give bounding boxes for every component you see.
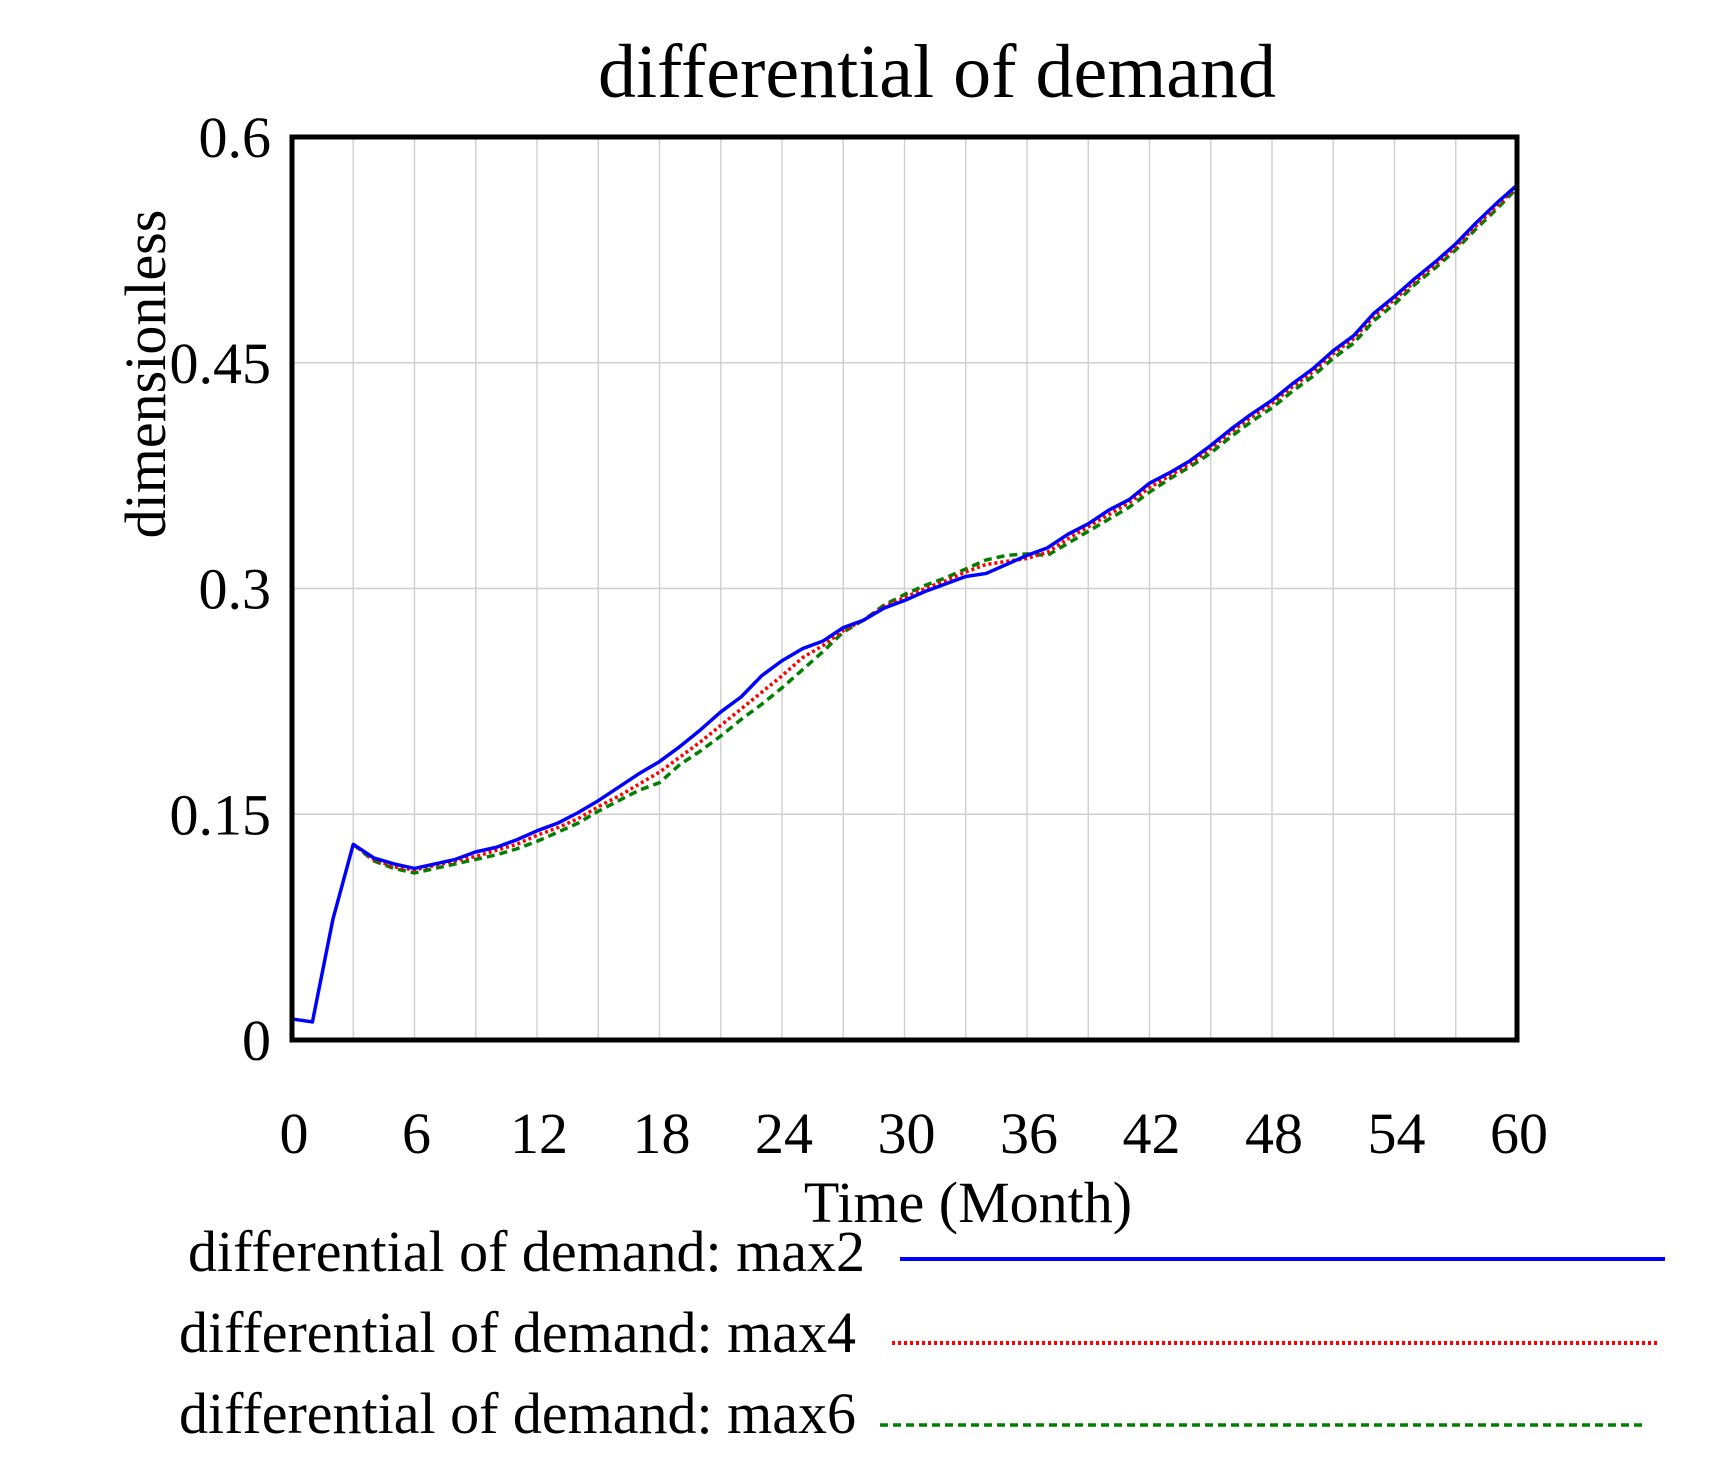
x-axis-label: Time (Month) — [804, 1170, 1132, 1235]
y-tick-label: 0.6 — [199, 105, 272, 170]
x-tick-label: 54 — [1368, 1101, 1426, 1166]
x-tick-label: 12 — [510, 1101, 568, 1166]
grid-lines — [292, 137, 1517, 1040]
legend-label-max2: differential of demand: max2 — [188, 1219, 865, 1284]
series-line-max4 — [352, 185, 1519, 872]
y-axis-label: dimensionless — [113, 210, 178, 539]
legend-label-max6: differential of demand: max6 — [179, 1381, 856, 1446]
x-tick-label: 36 — [1000, 1101, 1058, 1166]
plot-frame — [289, 134, 1520, 1043]
y-tick-label: 0.3 — [199, 557, 272, 622]
y-tick-label: 0.15 — [170, 782, 272, 847]
y-tick-label: 0.45 — [170, 331, 272, 396]
x-tick-label: 42 — [1123, 1101, 1181, 1166]
y-tick-label: 0 — [242, 1008, 271, 1073]
x-tick-label: 24 — [755, 1101, 813, 1166]
series-line-max2 — [291, 183, 1519, 1024]
chart-title: differential of demand — [598, 30, 1276, 114]
series-lines — [291, 183, 1519, 1024]
legend: differential of demand: max2 differentia… — [179, 1219, 1665, 1446]
x-tick-label: 30 — [878, 1101, 936, 1166]
y-axis-ticks: 0 0.15 0.3 0.45 0.6 — [170, 105, 272, 1073]
x-axis-ticks: 0 6 12 18 24 30 36 42 48 54 60 — [280, 1101, 1549, 1166]
x-tick-label: 48 — [1245, 1101, 1303, 1166]
legend-label-max4: differential of demand: max4 — [179, 1300, 856, 1365]
x-tick-label: 18 — [633, 1101, 691, 1166]
x-tick-label: 0 — [280, 1101, 309, 1166]
x-tick-label: 6 — [402, 1101, 431, 1166]
x-tick-label: 60 — [1490, 1101, 1548, 1166]
